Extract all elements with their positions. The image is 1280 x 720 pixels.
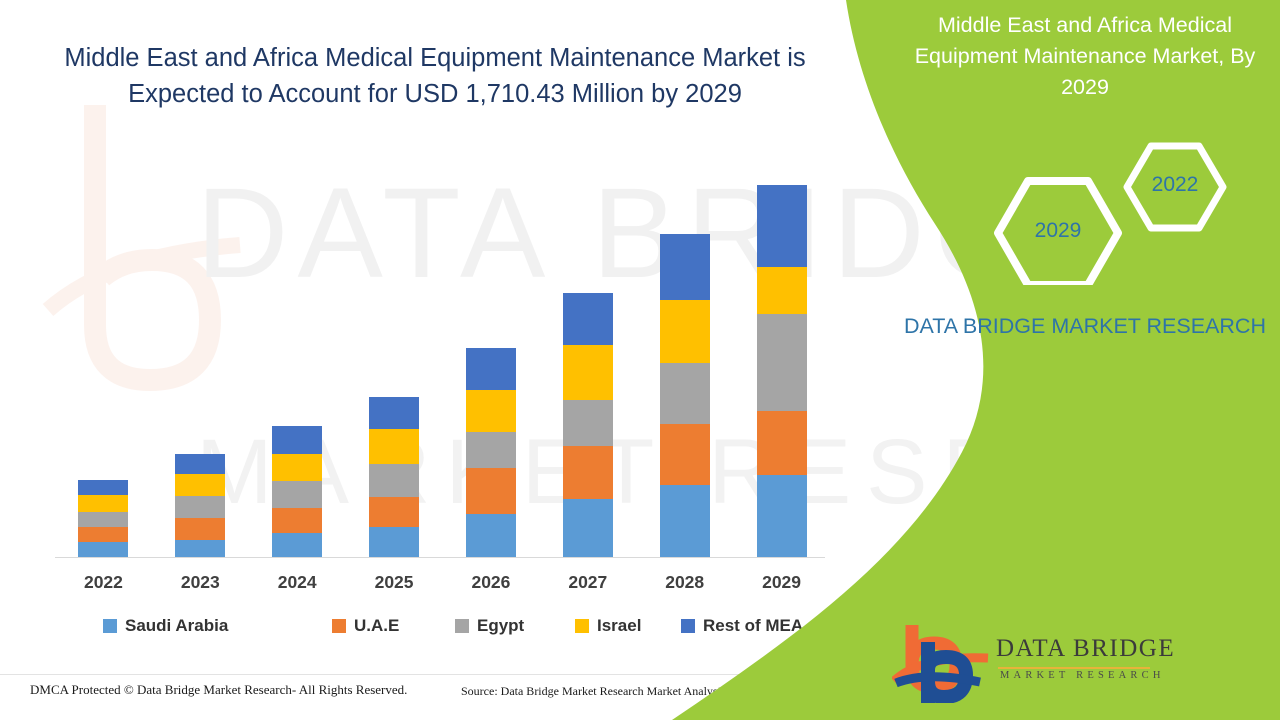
green-panel-content: Middle East and Africa Medical Equipment… [880, 0, 1280, 720]
chart-title: Middle East and Africa Medical Equipment… [64, 44, 806, 108]
bar-segment-egypt-2022 [78, 511, 129, 527]
x-axis-label-2027: 2027 [568, 572, 608, 592]
bar-segment-rest-of-mea-2025 [369, 397, 420, 430]
bar-segment-israel-2028 [659, 300, 710, 364]
footer-source: Source: Data Bridge Market Research Mark… [461, 684, 784, 698]
bar-segment-saudi-arabia-2026 [465, 514, 516, 558]
bar-2022 [78, 479, 129, 558]
bar-segment-rest-of-mea-2029 [756, 185, 807, 267]
bar-segment-rest-of-mea-2022 [78, 479, 129, 495]
bar-segment-u-a-e-2029 [756, 411, 807, 475]
legend-label: U.A.E [354, 616, 400, 635]
data-bridge-logo: DATA BRIDGE MARKET RESEARCH [890, 622, 1174, 706]
bar-segment-u-a-e-2028 [659, 423, 710, 486]
bar-segment-saudi-arabia-2023 [175, 540, 226, 558]
bar-segment-egypt-2027 [562, 400, 613, 447]
legend-label: Saudi Arabia [125, 616, 229, 635]
x-axis-line [55, 557, 825, 558]
legend-item-israel[interactable]: Israel [575, 616, 641, 636]
chart-legend: Saudi Arabia U.A.E Egypt Israel Rest of MEA [55, 616, 845, 644]
bar-2024 [272, 425, 323, 558]
bar-segment-israel-2025 [369, 429, 420, 465]
bar-segment-rest-of-mea-2028 [659, 234, 710, 301]
bar-segment-israel-2026 [465, 390, 516, 433]
bar-2023 [175, 453, 226, 558]
footer-divider [0, 674, 860, 675]
bar-2025 [369, 397, 420, 558]
legend-item-u-a-e[interactable]: U.A.E [332, 616, 399, 636]
bar-segment-rest-of-mea-2026 [465, 347, 516, 391]
hexagon-label-2022: 2022 [1151, 173, 1199, 196]
bar-segment-u-a-e-2027 [562, 446, 613, 499]
bar-segment-israel-2024 [272, 453, 323, 482]
legend-label: Egypt [477, 616, 525, 635]
bar-2026 [465, 347, 516, 558]
bar-segment-saudi-arabia-2022 [78, 541, 129, 558]
bar-segment-u-a-e-2024 [272, 507, 323, 534]
x-axis-label-2026: 2026 [471, 572, 511, 592]
bar-segment-saudi-arabia-2025 [369, 527, 420, 558]
bar-segment-israel-2022 [78, 495, 129, 512]
bar-segment-saudi-arabia-2029 [756, 474, 807, 558]
x-axis-label-2024: 2024 [277, 572, 317, 592]
bar-segment-egypt-2028 [659, 363, 710, 424]
logo-wordmark: DATA BRIDGE [996, 635, 1176, 662]
bar-2028 [659, 234, 710, 558]
bar-2027 [562, 292, 613, 558]
x-axis-label-2028: 2028 [665, 572, 705, 592]
hexagon-group: 2022 2029 [880, 140, 1280, 289]
bar-segment-egypt-2023 [175, 496, 226, 519]
footer-copyright: DMCA Protected © Data Bridge Market Rese… [30, 682, 408, 697]
bar-segment-israel-2023 [175, 474, 226, 497]
legend-swatch-icon [103, 619, 117, 633]
logo-subtitle: MARKET RESEARCH [1000, 670, 1165, 681]
bar-segment-egypt-2026 [465, 432, 516, 469]
bar-segment-saudi-arabia-2028 [659, 485, 710, 558]
legend-item-saudi-arabia[interactable]: Saudi Arabia [103, 616, 228, 636]
stacked-bar-chart [55, 150, 830, 558]
bar-segment-egypt-2029 [756, 313, 807, 412]
bar-segment-rest-of-mea-2024 [272, 425, 323, 454]
panel-brand-text: DATA BRIDGE MARKET RESEARCH [904, 314, 1266, 338]
logo-mark-icon [890, 622, 989, 706]
bar-2029 [756, 185, 807, 558]
legend-label: Rest of MEA [703, 616, 804, 635]
bar-segment-egypt-2025 [369, 464, 420, 498]
bar-segment-israel-2029 [756, 266, 807, 314]
bar-segment-u-a-e-2023 [175, 518, 226, 541]
legend-swatch-icon [455, 619, 469, 633]
x-axis-label-2029: 2029 [762, 572, 802, 592]
legend-item-egypt[interactable]: Egypt [455, 616, 524, 636]
bar-segment-egypt-2024 [272, 481, 323, 508]
bar-segment-rest-of-mea-2023 [175, 453, 226, 475]
hexagon-label-2029: 2029 [1034, 219, 1082, 242]
bar-segment-saudi-arabia-2024 [272, 533, 323, 558]
bar-segment-u-a-e-2022 [78, 526, 129, 542]
bar-segment-rest-of-mea-2027 [562, 292, 613, 346]
panel-title: Middle East and Africa Medical Equipment… [914, 13, 1256, 99]
legend-item-rest-of-mea[interactable]: Rest of MEA [681, 616, 803, 636]
legend-swatch-icon [575, 619, 589, 633]
hexagon-shapes [994, 142, 1227, 289]
legend-swatch-icon [332, 619, 346, 633]
legend-label: Israel [597, 616, 642, 635]
x-axis-label-2023: 2023 [180, 572, 220, 592]
x-axis-label-2025: 2025 [374, 572, 414, 592]
bar-segment-israel-2027 [562, 345, 613, 401]
bar-segment-u-a-e-2026 [465, 468, 516, 515]
logo-divider [998, 667, 1150, 669]
bar-segment-saudi-arabia-2027 [562, 498, 613, 558]
bar-segment-u-a-e-2025 [369, 497, 420, 528]
x-axis-labels: 2022 2023 2024 2025 2026 2027 2028 2029 [55, 572, 830, 602]
x-axis-label-2022: 2022 [83, 572, 123, 592]
legend-swatch-icon [681, 619, 695, 633]
